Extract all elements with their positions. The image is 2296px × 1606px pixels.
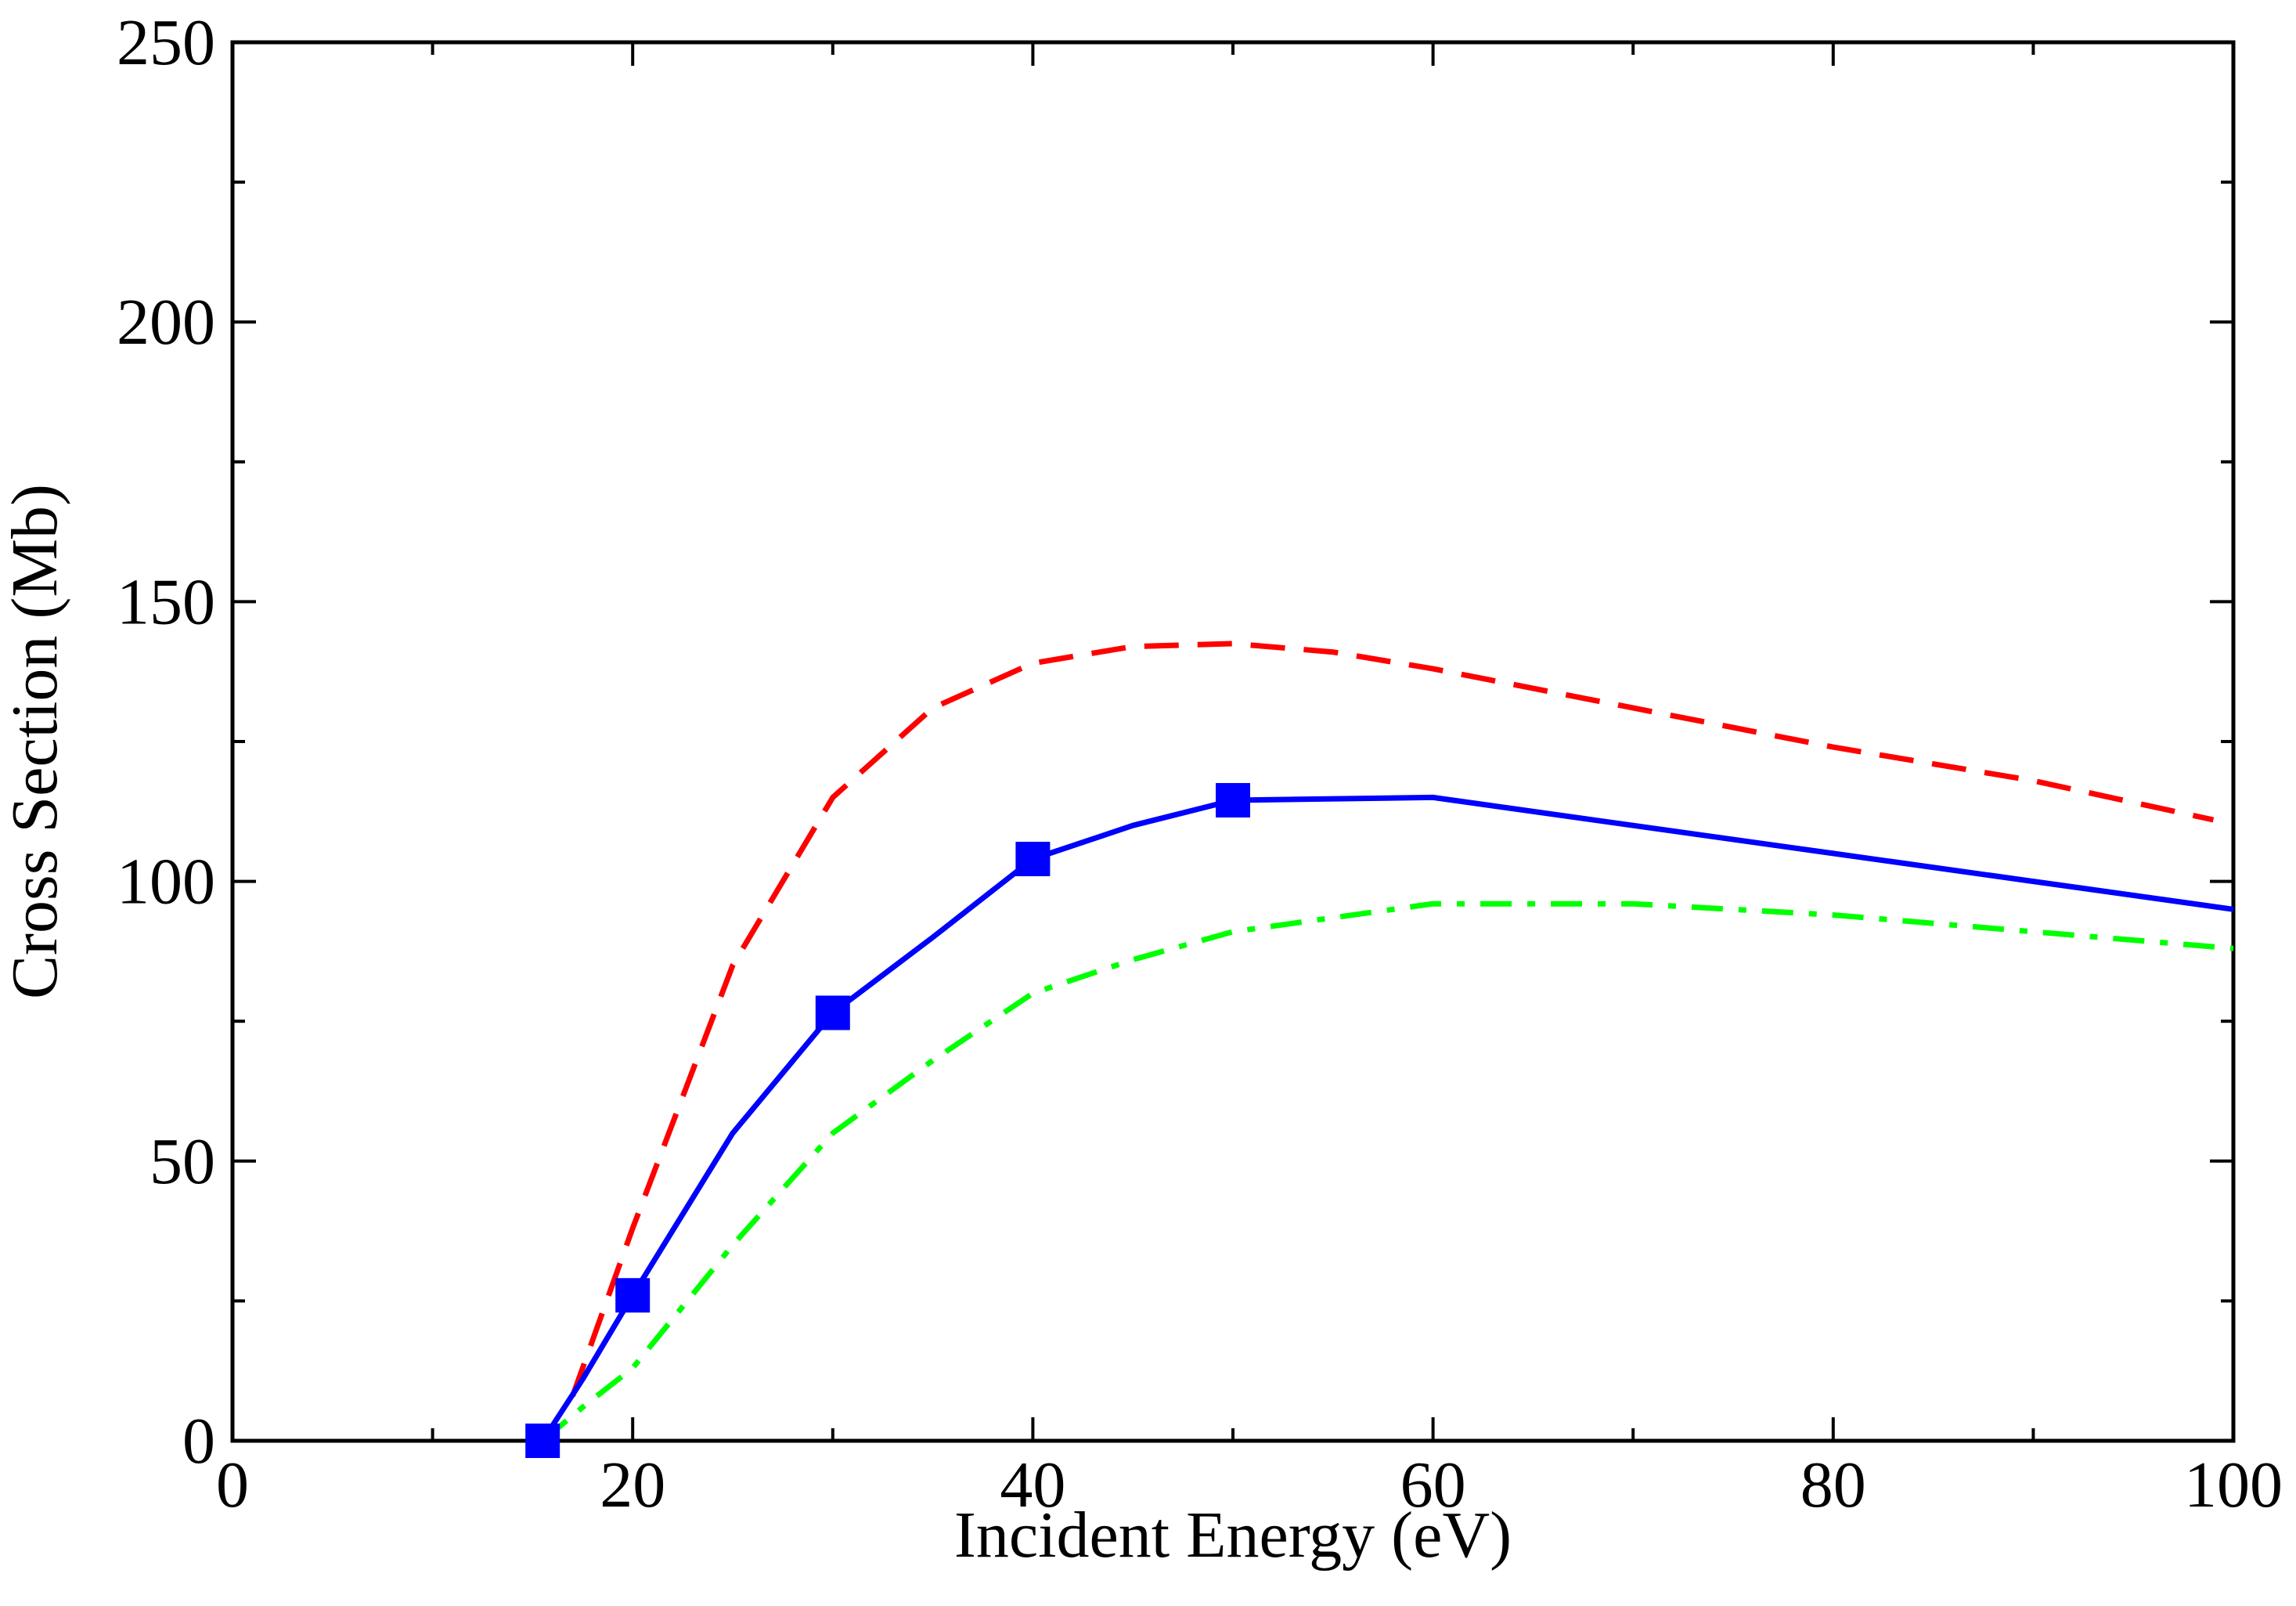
- series-line-red-dashed: [570, 641, 2215, 1397]
- x-tick-label: 20: [600, 1449, 665, 1521]
- x-tick-label: 40: [1000, 1449, 1065, 1521]
- x-tick-label: 80: [1800, 1449, 1866, 1521]
- plot-frame: [230, 40, 2236, 1443]
- series-line-green-dash-dot: [540, 900, 2234, 1443]
- y-tick-label: 0: [182, 1405, 215, 1478]
- data-point-marker: [1216, 783, 1250, 818]
- y-tick-label: 50: [150, 1125, 215, 1198]
- y-tick-label: 200: [117, 286, 215, 359]
- x-axis-title: Incident Energy (eV): [954, 1499, 1512, 1572]
- y-tick-label: 150: [117, 565, 215, 638]
- axis-ticks: [231, 41, 2235, 1442]
- y-tick-label: 250: [117, 6, 215, 79]
- data-point-marker: [1015, 842, 1051, 877]
- series-markers: [525, 783, 1250, 1458]
- y-axis-title: Cross Section (Mb): [0, 484, 71, 999]
- series-line-blue-solid: [540, 794, 2234, 1442]
- data-point-marker: [525, 1424, 560, 1458]
- x-tick-label: 100: [2184, 1449, 2283, 1521]
- x-tick-label: 60: [1400, 1449, 1466, 1521]
- y-tick-label: 100: [117, 846, 215, 918]
- data-point-marker: [615, 1278, 651, 1313]
- series-lines: [540, 641, 2234, 1443]
- x-tick-label: 0: [216, 1449, 249, 1521]
- axis-tick-labels: 0 20 40 60 80 100 0 50 100 150 200 250: [117, 6, 2283, 1521]
- data-point-marker: [815, 995, 850, 1030]
